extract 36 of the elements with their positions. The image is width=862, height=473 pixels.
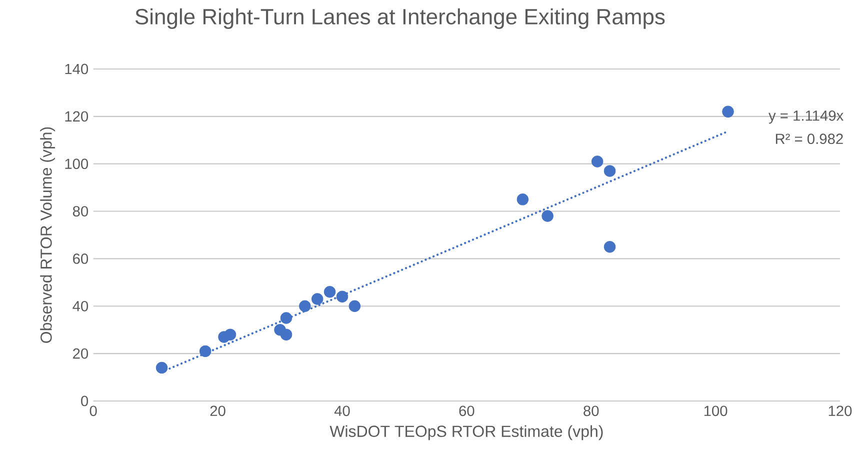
y-tick-label: 40	[72, 300, 88, 312]
y-tick-label: 80	[72, 206, 88, 216]
y-axis-title: Observed RTOR Volume (vph)	[40, 127, 56, 343]
x-tick-label: 0	[90, 406, 97, 416]
x-tick-label: 80	[584, 406, 599, 416]
point	[324, 286, 336, 298]
point	[722, 106, 734, 118]
point	[516, 194, 529, 206]
x-tick-label: 120	[828, 406, 852, 416]
point	[224, 328, 236, 340]
x-tick-label: 20	[210, 406, 226, 416]
point	[336, 290, 348, 303]
point	[604, 165, 616, 177]
x-tick-label: 60	[459, 406, 474, 416]
y-tick-label: 100	[65, 158, 88, 170]
y-tick-label: 60	[73, 254, 88, 264]
chart-title: Single Right-Turn Lanes at Interchange Exiting Ramps	[135, 8, 665, 29]
point	[604, 240, 616, 253]
point	[311, 293, 324, 305]
x-tick-label: 40	[334, 406, 350, 416]
y-tick-label: 0	[81, 396, 88, 406]
point	[280, 312, 292, 324]
point	[199, 345, 212, 358]
annotation: y = 1.1149x	[768, 110, 844, 124]
point	[542, 210, 554, 222]
point	[280, 328, 292, 340]
x-tick-label: 100	[704, 406, 728, 416]
annotation: R² = 0.982	[776, 134, 843, 144]
y-tick-label: 140	[65, 64, 88, 74]
point	[591, 156, 604, 168]
x-axis-title: WisDOT TEOpS RTOR Estimate (vph)	[330, 425, 603, 440]
y-tick-label: 20	[73, 348, 88, 359]
point	[156, 362, 168, 374]
point	[299, 300, 311, 312]
y-tick-label: 120	[65, 111, 88, 122]
point	[348, 300, 361, 312]
